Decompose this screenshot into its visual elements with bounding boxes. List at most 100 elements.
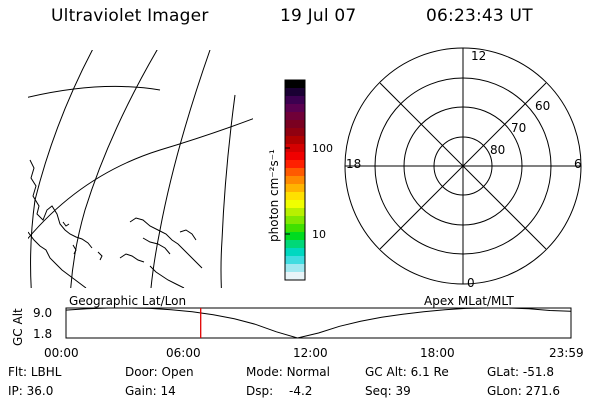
geographic-coords-label: Geographic Lat/Lon	[69, 294, 186, 308]
colorbar-cell	[285, 192, 305, 201]
mode-value: Normal	[286, 365, 330, 379]
colorbar-cell	[285, 248, 305, 257]
door-label: Door:	[125, 365, 158, 379]
colorbar-tick-10: 10	[312, 228, 326, 241]
seq-label: Seq:	[365, 384, 392, 398]
time-tick-0600: 06:00	[166, 346, 201, 360]
coastline	[149, 265, 185, 288]
dsp-readout: Dsp: -4.2	[246, 384, 312, 398]
instrument-title: Ultraviolet Imager	[51, 6, 209, 26]
colorbar-cell	[285, 112, 305, 121]
glat-value: -51.8	[522, 365, 554, 379]
colorbar-cell	[285, 160, 305, 169]
gc-alt-label: GC Alt:	[365, 365, 407, 379]
latitude-line	[28, 118, 253, 240]
ip-label: IP:	[8, 384, 23, 398]
coastline	[72, 244, 77, 255]
ip-value: 36.0	[26, 384, 54, 398]
mlt-label-6: 6	[574, 157, 582, 171]
colorbar-cell	[285, 152, 305, 161]
colorbar-cell	[285, 272, 305, 281]
colorbar-tick-100: 100	[312, 142, 333, 155]
colorbar-cell	[285, 168, 305, 177]
time-tick-1200: 12:00	[293, 346, 328, 360]
glon-readout: GLon: 271.6	[487, 384, 560, 398]
coastline	[29, 159, 93, 249]
seq-readout: Seq: 39	[365, 384, 411, 398]
filter-label: Flt:	[8, 365, 27, 379]
glon-label: GLon:	[487, 384, 522, 398]
coastline	[28, 231, 87, 288]
mlt-label-0: 0	[467, 276, 475, 290]
time-tick-2359: 23:59	[549, 346, 584, 360]
mlat-label-80: 80	[490, 143, 505, 157]
gain-readout: Gain: 14	[125, 384, 176, 398]
latitude-line	[28, 85, 161, 98]
alt-tick-low: 1.8	[33, 327, 52, 341]
door-value: Open	[161, 365, 194, 379]
dsp-value: -4.2	[288, 384, 313, 398]
colorbar-cell	[285, 80, 305, 89]
colorbar-cell	[285, 264, 305, 273]
colorbar-cell	[285, 200, 305, 209]
alt-tick-high: 9.0	[33, 306, 52, 320]
colorbar-cell	[285, 128, 305, 137]
timeline-frame	[65, 307, 572, 339]
gc-alt-axis-label: GC Alt	[11, 308, 25, 346]
colorbar-cell	[285, 136, 305, 145]
colorbar-cell	[285, 144, 305, 153]
ip-readout: IP: 36.0	[8, 384, 53, 398]
mlt-label-12: 12	[471, 49, 486, 63]
colorbar-cell	[285, 224, 305, 233]
meridian-line	[70, 50, 158, 288]
mlt-label-18: 18	[346, 157, 361, 171]
coastline	[142, 237, 171, 255]
colorbar-cell	[285, 184, 305, 193]
colorbar-unit-label: photon cm⁻²s⁻¹	[267, 149, 281, 242]
altitude-curve	[65, 307, 571, 339]
coastline	[179, 229, 197, 241]
mode-readout: Mode: Normal	[246, 365, 330, 379]
gain-value: 14	[160, 384, 176, 398]
glat-label: GLat:	[487, 365, 520, 379]
seq-value: 39	[395, 384, 411, 398]
coastline	[129, 217, 203, 269]
door-readout: Door: Open	[125, 365, 194, 379]
dsp-label: Dsp:	[246, 384, 274, 398]
gain-label: Gain:	[125, 384, 157, 398]
coastline	[62, 221, 70, 227]
colorbar-cell	[285, 96, 305, 105]
filter-value: LBHL	[30, 365, 62, 379]
glon-value: 271.6	[525, 384, 560, 398]
meridian-line	[150, 50, 211, 288]
glat-readout: GLat: -51.8	[487, 365, 554, 379]
meridian-line	[220, 94, 236, 288]
colorbar-cell	[285, 88, 305, 97]
coastline	[97, 251, 103, 261]
filter-readout: Flt: LBHL	[8, 365, 61, 379]
apex-coords-label: Apex MLat/MLT	[424, 294, 514, 308]
observation-date: 19 Jul 07	[280, 6, 357, 26]
colorbar-cell	[285, 208, 305, 217]
colorbar-cell	[285, 240, 305, 249]
colorbar-cell	[285, 104, 305, 113]
colorbar-cell	[285, 216, 305, 225]
gc-alt-value: 6.1 Re	[410, 365, 449, 379]
colorbar-cell	[285, 232, 305, 241]
mlat-label-60: 60	[535, 99, 550, 113]
gc-alt-readout: GC Alt: 6.1 Re	[365, 365, 449, 379]
colorbar-cell	[285, 120, 305, 129]
time-tick-0000: 00:00	[44, 346, 79, 360]
colorbar-cell	[285, 176, 305, 185]
mode-label: Mode:	[246, 365, 283, 379]
observation-time: 06:23:43 UT	[426, 6, 533, 26]
mlat-label-70: 70	[511, 121, 526, 135]
time-tick-1800: 18:00	[420, 346, 455, 360]
colorbar-cell	[285, 256, 305, 265]
coastline	[119, 253, 145, 263]
